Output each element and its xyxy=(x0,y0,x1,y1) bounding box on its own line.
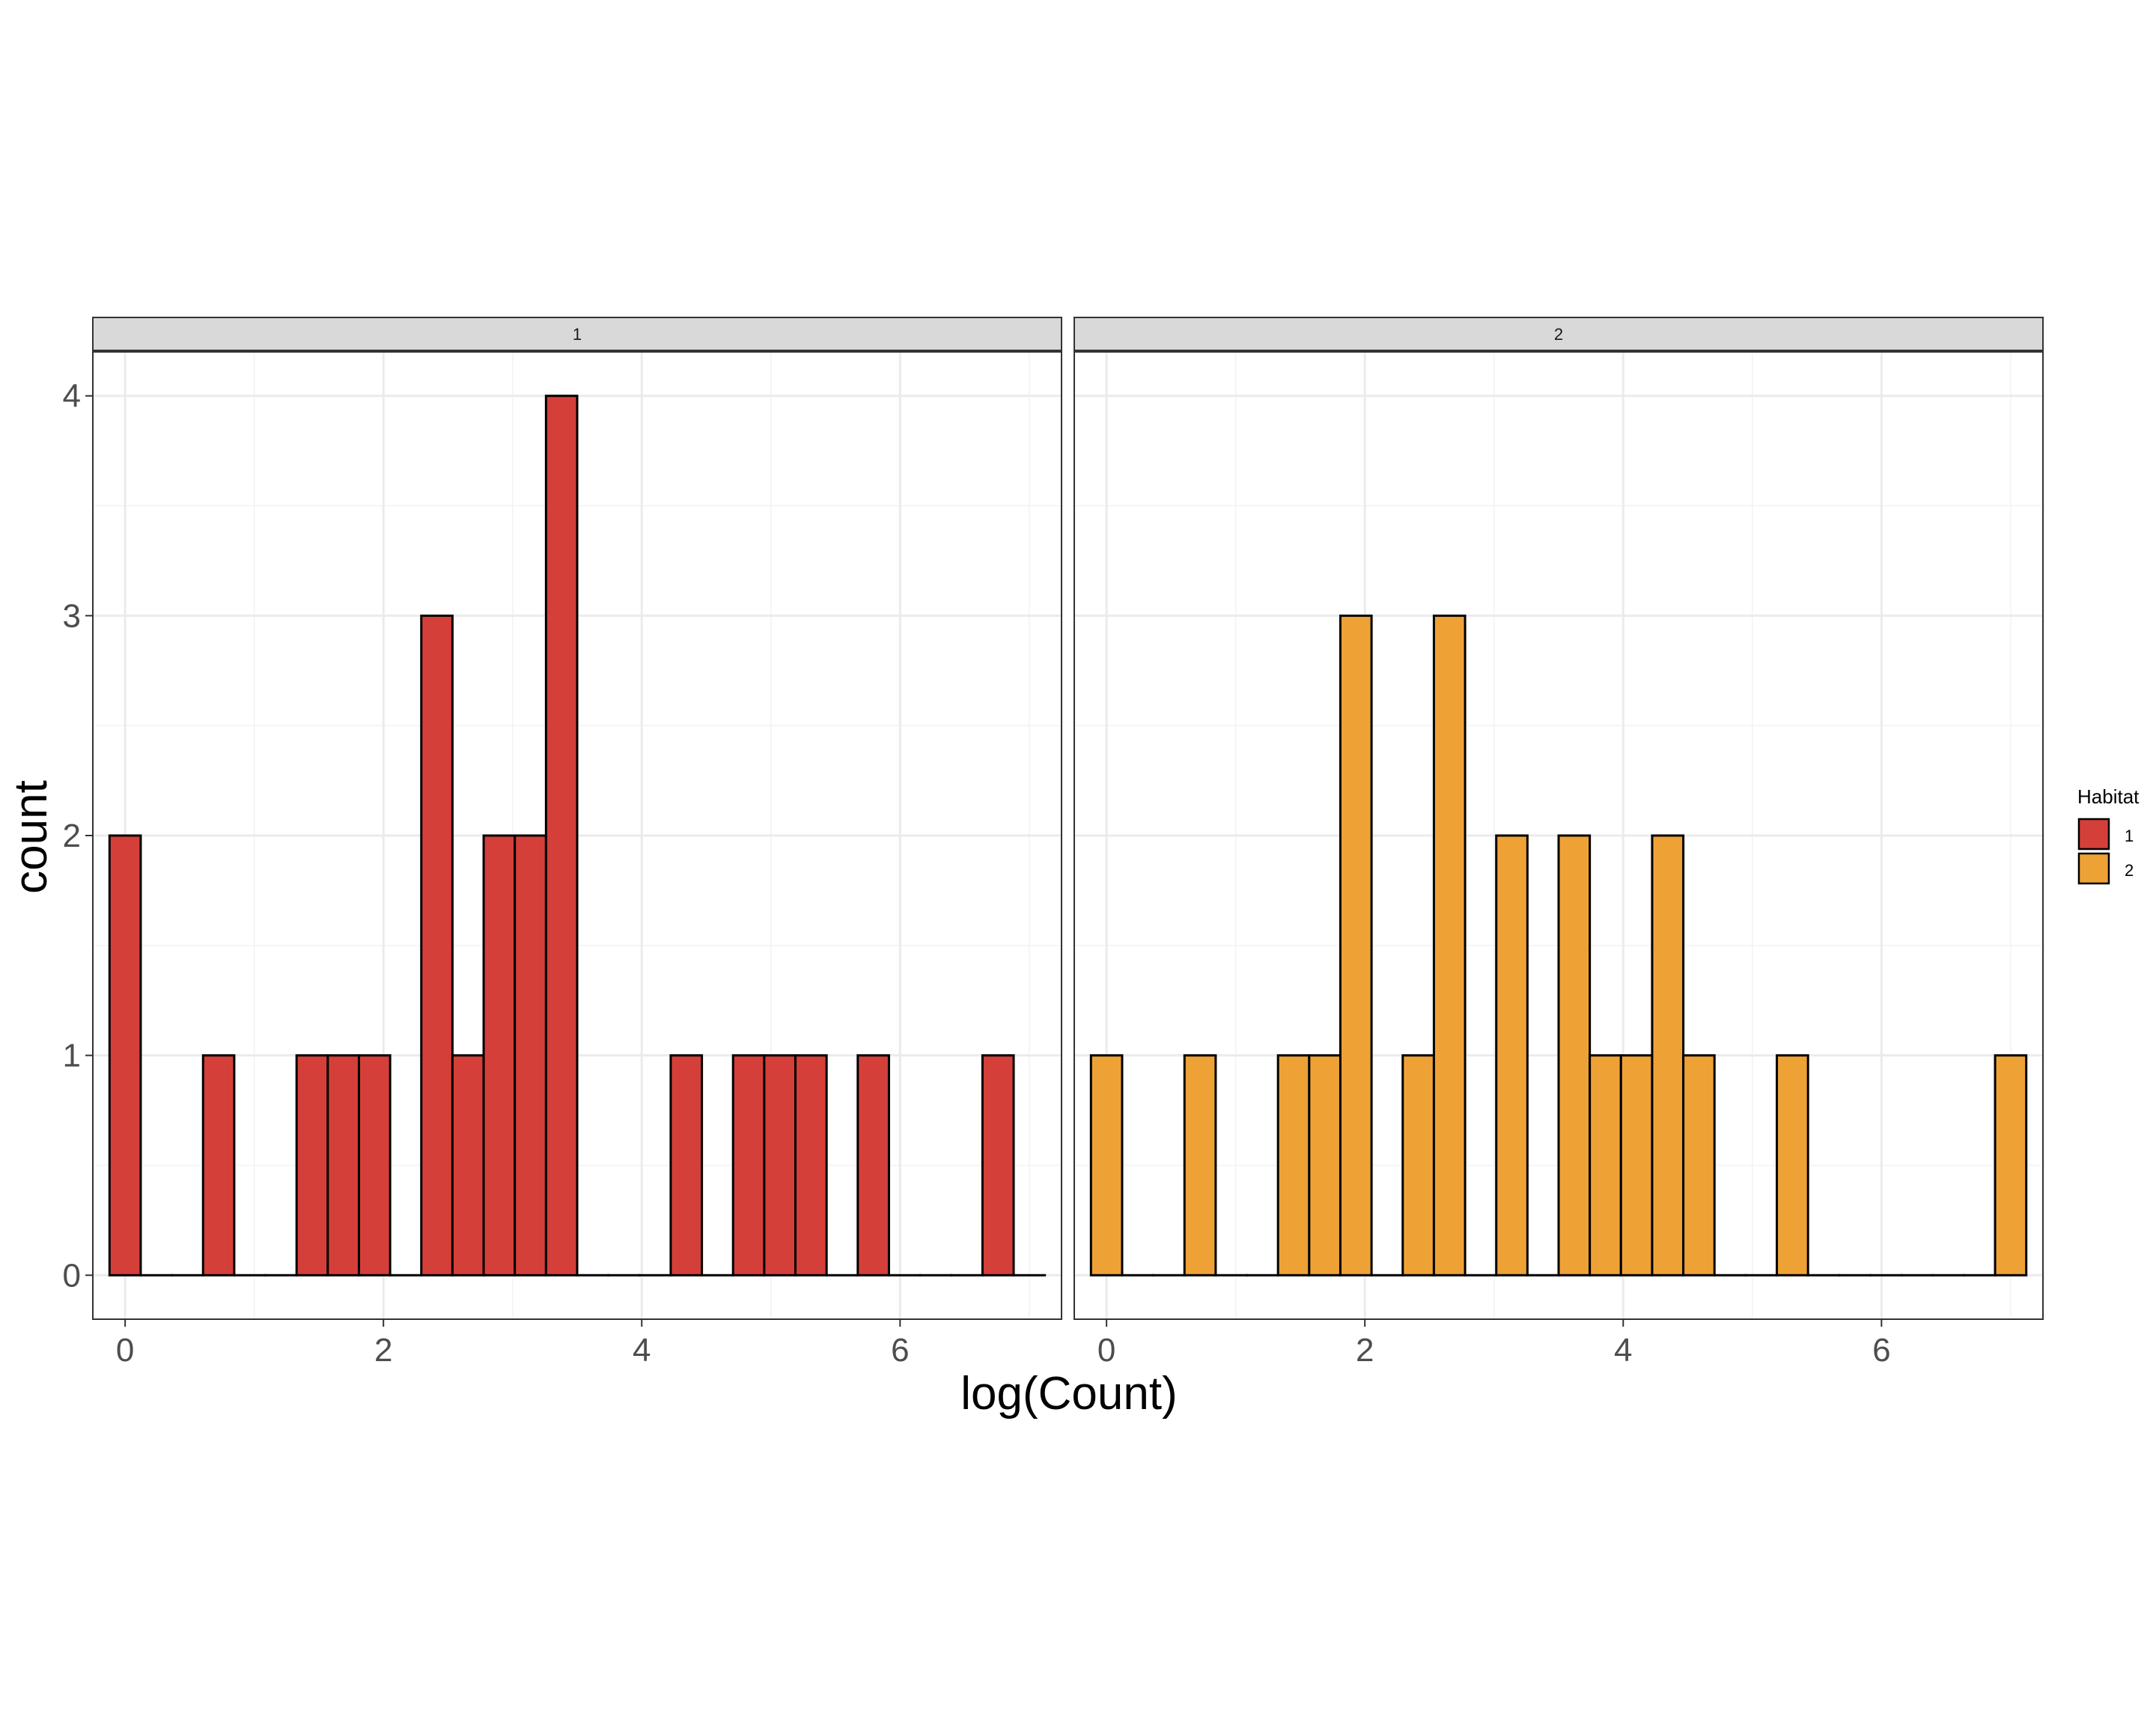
x-axis-title: log(Count) xyxy=(960,1368,1177,1420)
x-tick-label: 6 xyxy=(1872,1332,1890,1369)
histogram-bar xyxy=(1308,1054,1342,1277)
histogram-bar xyxy=(326,1054,360,1277)
histogram-bar xyxy=(1089,1054,1124,1277)
y-tick-label: 3 xyxy=(63,597,81,634)
histogram-bar xyxy=(514,834,547,1277)
y-axis-title: count xyxy=(5,780,57,894)
x-tick-label: 0 xyxy=(116,1332,134,1369)
facet-panel-1: 1 0 2 4 6 0 1 2 3 4 xyxy=(63,317,1062,1369)
histogram-bar xyxy=(108,834,142,1277)
histogram-bar xyxy=(1183,1054,1217,1277)
histogram-bar xyxy=(1495,834,1529,1277)
x-tick-label: 2 xyxy=(374,1332,392,1369)
legend: Habitat 1 2 xyxy=(2077,785,2140,885)
histogram-bar xyxy=(451,1054,485,1277)
histogram-bar xyxy=(1557,834,1592,1277)
x-tick-label: 4 xyxy=(633,1332,651,1369)
histogram-bar xyxy=(1619,1054,1654,1277)
y-tick-label: 4 xyxy=(63,378,81,415)
histogram-bar xyxy=(1339,614,1373,1277)
histogram-bar xyxy=(669,1054,704,1277)
y-tick-label: 1 xyxy=(63,1038,81,1074)
histogram-bar xyxy=(1776,1054,1809,1277)
histogram-bar xyxy=(1401,1054,1435,1277)
histogram-bar xyxy=(1651,834,1685,1277)
histogram-bar xyxy=(544,395,579,1277)
histogram-bar xyxy=(295,1054,329,1277)
legend-label-habitat-2: 2 xyxy=(2125,861,2134,880)
facet-strip xyxy=(92,317,1062,351)
histogram-bar xyxy=(731,1054,766,1277)
y-tick-label: 2 xyxy=(63,818,81,854)
histogram-bar xyxy=(1432,614,1467,1277)
histogram-bar xyxy=(357,1054,392,1277)
legend-key-habitat-1 xyxy=(2077,818,2110,851)
x-tick-label: 2 xyxy=(1356,1332,1374,1369)
x-tick-label: 0 xyxy=(1097,1332,1115,1369)
histogram-bar xyxy=(482,834,517,1277)
histogram-bar xyxy=(1682,1054,1716,1277)
panel-border xyxy=(1074,351,2044,1320)
histogram-bar xyxy=(1276,1054,1311,1277)
histogram-bar xyxy=(1994,1054,2028,1277)
legend-title: Habitat xyxy=(2077,785,2140,808)
histogram-bar xyxy=(420,614,454,1277)
histogram-bar xyxy=(794,1054,828,1277)
histogram-bar xyxy=(763,1054,797,1277)
x-tick-label: 6 xyxy=(891,1332,909,1369)
histogram-bar xyxy=(201,1054,236,1277)
histogram-bar xyxy=(981,1054,1015,1277)
facet-strip xyxy=(1074,317,2044,351)
y-tick-label: 0 xyxy=(63,1257,81,1294)
x-tick-label: 4 xyxy=(1614,1332,1632,1369)
legend-label-habitat-1: 1 xyxy=(2125,827,2134,845)
histogram-bar xyxy=(856,1054,890,1277)
legend-key-habitat-2 xyxy=(2077,852,2110,885)
facet-strip-label: 2 xyxy=(1554,325,1563,344)
histogram-bar xyxy=(1589,1054,1622,1277)
facet-strip-label: 1 xyxy=(573,325,582,344)
facet-panel-2: 2 0 2 4 6 xyxy=(1074,317,2044,1369)
